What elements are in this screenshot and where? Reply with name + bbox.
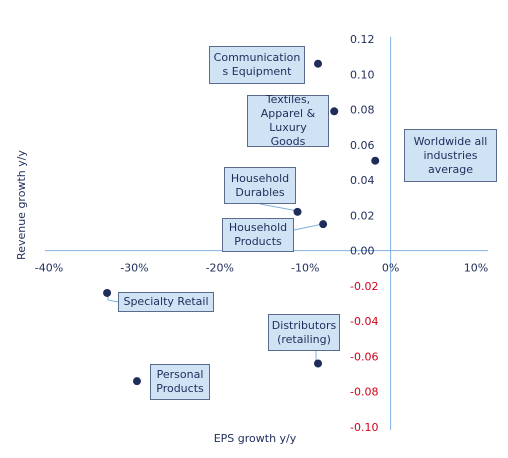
point-label: Textiles, Apparel & Luxury Goods [247, 93, 329, 148]
point-label: Worldwide all industries average [404, 129, 497, 182]
data-points [103, 59, 380, 386]
y-tick-label: 0.00 [350, 245, 375, 258]
x-tick-label: 0% [382, 262, 399, 275]
point-label: Personal Products [150, 364, 210, 400]
point-label: Distributors (retailing) [268, 314, 340, 351]
data-point [293, 207, 302, 216]
y-tick-label: 0.04 [350, 174, 375, 187]
y-tick-label: 0.02 [350, 209, 375, 222]
y-tick-label: -0.10 [350, 421, 378, 434]
y-tick-label: -0.04 [350, 315, 378, 328]
data-point [371, 156, 380, 165]
point-label: Household Products [222, 218, 294, 252]
x-tick-label: -10% [291, 262, 319, 275]
y-tick-label: 0.08 [350, 104, 375, 117]
label-connector [259, 203, 299, 212]
label-connector [293, 223, 324, 231]
point-label: Household Durables [224, 167, 296, 204]
data-point [103, 288, 112, 297]
x-tick-label: -40% [35, 262, 63, 275]
label-connectors [107, 203, 324, 364]
y-tick-label: -0.02 [350, 280, 378, 293]
y-tick-label: 0.06 [350, 139, 375, 152]
data-point [314, 59, 323, 68]
point-label: Communication s Equipment [209, 46, 305, 84]
data-point [330, 107, 339, 116]
data-point [132, 377, 141, 386]
y-tick-label: 0.10 [350, 68, 375, 81]
y-tick-label: -0.08 [350, 386, 378, 399]
y-tick-labels: 0.12 0.10 0.08 0.06 0.04 0.02 0.00 -0.02 -0.04 -0… [350, 33, 378, 434]
point-label: Specialty Retail [118, 292, 214, 312]
y-tick-label: -0.06 [350, 350, 378, 363]
x-axis-title: EPS growth y/y [214, 432, 297, 445]
data-point [319, 220, 328, 229]
x-tick-labels: -40% -30% -20% -10% 0% 10% [35, 262, 488, 275]
y-axis-title: Revenue growth y/y [15, 150, 28, 260]
x-tick-label: -20% [206, 262, 234, 275]
y-tick-label: 0.12 [350, 33, 375, 46]
x-tick-label: 10% [464, 262, 488, 275]
x-tick-label: -30% [120, 262, 148, 275]
data-point [314, 359, 323, 368]
